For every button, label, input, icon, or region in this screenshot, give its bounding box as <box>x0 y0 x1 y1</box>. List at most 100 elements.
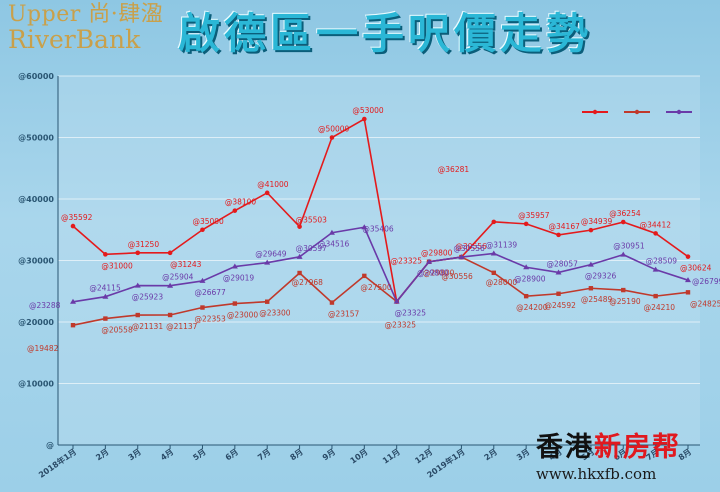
series-marker-2 <box>556 291 561 296</box>
legend <box>582 109 692 115</box>
series-marker-1 <box>200 227 205 233</box>
x-tick-label: 2月 <box>483 447 499 462</box>
data-label: @28900 <box>514 274 546 283</box>
data-label: @28509 <box>646 257 678 266</box>
x-tick-label: 3月 <box>515 447 531 462</box>
x-tick-label: 8月 <box>288 447 304 462</box>
watermark: 香港新房帮 www.hkxfb.com <box>536 432 716 490</box>
logo: Upper 尚·肆溋 RiverBank <box>8 4 168 64</box>
series-marker-1 <box>362 116 367 122</box>
x-tick-label: 2018年1月 <box>36 446 78 479</box>
series-marker-3 <box>296 253 303 259</box>
data-label: @23325 <box>391 257 423 266</box>
series-marker-3 <box>231 263 238 269</box>
series-marker-1 <box>103 252 108 257</box>
series-marker-3 <box>70 298 76 304</box>
data-label: @23000 <box>227 311 259 320</box>
series-marker-3 <box>523 264 530 270</box>
series-marker-3 <box>361 224 368 230</box>
data-label: @28057 <box>547 259 579 268</box>
data-label: @31139 <box>486 240 518 249</box>
data-label: @34939 <box>581 217 613 226</box>
series-marker-1 <box>653 231 658 236</box>
data-label: @34167 <box>549 222 581 231</box>
x-tick-label: 3月 <box>127 447 143 462</box>
series-marker-2 <box>135 312 140 318</box>
x-tick-label: 2月 <box>94 447 110 462</box>
x-tick-label: 6月 <box>224 447 240 462</box>
watermark-url: www.hkxfb.com <box>536 465 657 483</box>
data-label: @30624 <box>680 264 712 273</box>
series-marker-1 <box>588 227 594 233</box>
data-label: @29800 <box>423 269 455 278</box>
x-tick-label: 4月 <box>159 447 175 462</box>
series-marker-1 <box>329 135 335 140</box>
series-marker-3 <box>102 293 109 299</box>
series-marker-2 <box>297 270 302 276</box>
legend-marker <box>634 109 640 115</box>
series-marker-2 <box>329 300 335 305</box>
series-marker-2 <box>265 299 270 304</box>
data-label: @23157 <box>328 310 360 319</box>
axes: @ @10000 @20000 @30000 @40000 @50000 @60000 201… <box>18 72 700 480</box>
data-label: @25923 <box>132 293 164 302</box>
series-marker-2 <box>103 316 108 321</box>
series-marker-2 <box>70 322 76 328</box>
series-marker-1 <box>523 221 529 227</box>
y-tick-label: @40000 <box>18 195 54 204</box>
series-marker-2 <box>167 312 173 318</box>
data-label: @35592 <box>61 213 93 222</box>
watermark-brand: 香港新房帮 <box>536 432 716 464</box>
y-tick-label: @10000 <box>18 380 54 389</box>
data-label: @19482 <box>27 344 59 353</box>
data-label: @27500 <box>360 283 392 292</box>
series-marker-2 <box>491 270 496 275</box>
series-marker-1 <box>556 232 561 238</box>
data-label: @50000 <box>318 125 350 134</box>
data-label: @20558 <box>101 326 133 335</box>
series-marker-2 <box>621 287 626 293</box>
series-marker-3 <box>167 282 174 288</box>
series-marker-2 <box>653 293 658 299</box>
data-label: @30556 <box>455 242 487 251</box>
data-label: @31243 <box>170 260 202 269</box>
legend-marker <box>592 109 598 115</box>
data-label: @53000 <box>352 106 384 115</box>
series-marker-3 <box>426 258 433 264</box>
data-label: @28000 <box>486 278 518 287</box>
data-label: @36254 <box>609 209 641 218</box>
data-label: @23325 <box>395 309 427 318</box>
data-label: @34516 <box>318 240 350 249</box>
data-label: @35406 <box>362 224 394 233</box>
series-marker-1 <box>232 208 238 213</box>
logo-line-1: Upper 尚·肆溋 <box>8 2 164 27</box>
series-marker-2 <box>588 286 594 291</box>
x-tick-label: 7月 <box>256 447 272 462</box>
data-label: @23300 <box>259 309 291 318</box>
data-label: @25904 <box>162 273 194 282</box>
chart-title: 啟德區一手呎價走勢 <box>178 9 593 58</box>
series-marker-3 <box>490 250 497 256</box>
series-marker-3 <box>587 261 594 267</box>
data-label: @29800 <box>417 269 449 278</box>
data-label: @31250 <box>128 240 160 249</box>
data-label: @29019 <box>223 274 255 283</box>
series-line-2 <box>72 256 689 326</box>
series-marker-1 <box>135 250 141 256</box>
data-label: @25489 <box>581 295 613 304</box>
data-label: @21137 <box>166 322 198 331</box>
series-marker-3 <box>328 229 335 235</box>
data-label: @34412 <box>640 220 672 229</box>
series-marker-2 <box>523 293 529 299</box>
series-marker-3 <box>685 277 691 283</box>
series-marker-1 <box>685 254 691 259</box>
y-tick-label: @60000 <box>18 72 54 81</box>
series-marker-3 <box>620 251 627 257</box>
data-label: @30597 <box>296 244 328 253</box>
data-label: @30951 <box>613 242 645 251</box>
series-marker-2 <box>685 290 691 295</box>
y-tick-label: @ <box>46 441 54 450</box>
series-marker-3 <box>458 254 465 260</box>
series-marker-3 <box>652 266 659 272</box>
